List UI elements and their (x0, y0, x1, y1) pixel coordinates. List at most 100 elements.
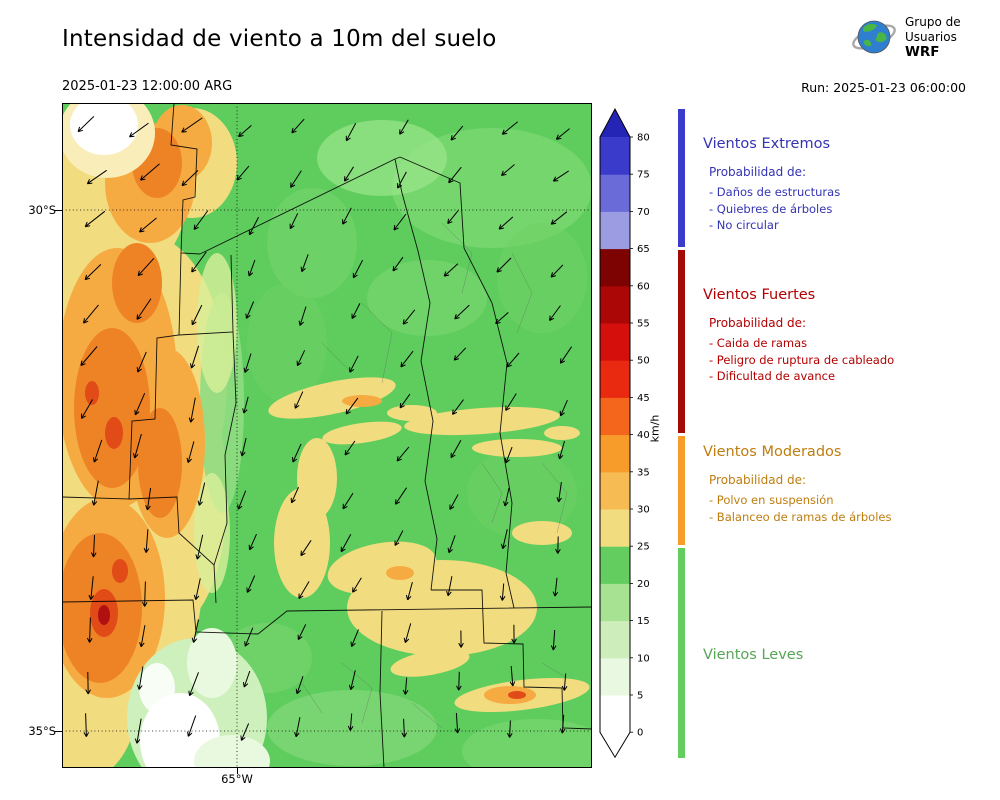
wind-arrow (240, 723, 250, 741)
wind-arrow (550, 211, 568, 225)
wind-arrow (400, 350, 414, 368)
legend-section-extremos: Vientos Extremos Probabilidad de: - Daño… (703, 136, 995, 234)
wind-arrow (393, 213, 407, 231)
logo-line-1: Grupo de (905, 14, 961, 29)
wind-arrow (197, 482, 206, 506)
colorbar-segment (600, 509, 630, 547)
colorbar-segment (600, 583, 630, 622)
wind-arrow (244, 627, 254, 647)
wind-arrow (342, 492, 354, 510)
wind-arrow (450, 125, 464, 141)
colorbar-segment (600, 434, 630, 473)
wind-arrow (345, 397, 359, 415)
colorbar-tick-label: 5 (637, 691, 643, 702)
wind-arrow (449, 494, 459, 510)
wind-arrow (501, 164, 515, 176)
wind-arrow (134, 718, 142, 744)
wind-arrow (141, 581, 148, 607)
wind-arrow (504, 446, 513, 464)
lat-label-30s: 30°S (28, 203, 56, 217)
wind-arrow (349, 355, 359, 373)
colorbar-unit-label: km/h (648, 414, 662, 443)
legend-section-moderados: Vientos Moderados Probabilidad de: - Pol… (703, 444, 995, 525)
wind-arrow (140, 163, 160, 181)
wrf-logo-text: Grupo de Usuarios WRF (905, 15, 961, 60)
axis-tick (55, 210, 62, 211)
wind-arrow (290, 486, 299, 504)
wind-map (37, 88, 612, 798)
wind-arrow (295, 676, 304, 695)
wind-arrow (188, 672, 199, 697)
wind-arrow (84, 210, 106, 228)
wind-arrow (248, 216, 260, 236)
wind-arrow (458, 630, 464, 648)
wind-arrow (193, 578, 201, 601)
legend-strip-segment (678, 547, 685, 759)
colorbar-tick-label: 45 (637, 393, 650, 404)
wind-arrow (91, 480, 99, 506)
wind-arrow (496, 257, 512, 273)
colorbar-canvas: 0 5 10 15 20 25 30 35 40 45 50 55 60 65 70 75 80 (599, 107, 650, 759)
wind-arrow (505, 393, 517, 411)
wind-arrow (240, 437, 247, 457)
colorbar-segment (600, 657, 630, 696)
lat-label-35s: 35°S (28, 724, 56, 738)
colorbar-tick-label: 30 (637, 505, 650, 516)
wind-arrow (500, 529, 508, 550)
wind-arrow (344, 440, 356, 456)
legend-item: - Quiebres de árboles (709, 201, 833, 216)
wind-arrow (552, 577, 559, 597)
wind-arrow (289, 213, 299, 230)
wind-arrow (555, 536, 561, 554)
wind-arrow (403, 623, 412, 643)
wind-arrow (181, 170, 199, 187)
wind-arrow (242, 670, 251, 688)
colorbar-tick-label: 75 (637, 170, 650, 181)
wind-arrow (187, 715, 197, 737)
wind-arrow (139, 217, 157, 233)
globe-icon (852, 20, 896, 54)
wind-arrow (443, 263, 459, 277)
wind-arrow (348, 670, 356, 691)
colorbar-segment (600, 285, 630, 324)
wind-arrow (86, 169, 107, 185)
wind-arrow (85, 671, 91, 695)
wind-arrow (552, 170, 569, 182)
wind-arrow (350, 629, 359, 647)
legend-item: - Balanceo de ramas de árboles (709, 509, 892, 524)
colorbar-under-arrow (600, 732, 630, 758)
wind-arrow (83, 713, 90, 737)
legend-item: - Polvo en suspensión (709, 493, 834, 507)
wind-arrow (92, 439, 103, 463)
wind-arrow (238, 125, 252, 138)
wind-arrow (399, 119, 409, 135)
colorbar-tick-label: 50 (637, 356, 650, 367)
wind-arrow (145, 488, 152, 511)
run-datetime: Run: 2025-01-23 06:00:00 (801, 80, 966, 95)
wind-arrow (402, 309, 416, 325)
colorbar-tick-label: 40 (637, 430, 650, 441)
colorbar-tick-label: 35 (637, 467, 650, 478)
wind-arrow (345, 122, 357, 142)
page-title: Intensidad de viento a 10m del suelo (62, 26, 497, 52)
wind-arrow (454, 304, 470, 320)
wind-arrow (136, 351, 147, 373)
wind-arrow (186, 441, 195, 463)
wind-arrow (193, 210, 209, 230)
wrf-logo: Grupo de Usuarios WRF (850, 13, 961, 61)
colorbar-segment (600, 397, 630, 436)
wind-arrow (290, 170, 302, 188)
wind-arrow (134, 393, 146, 416)
legend-item: - Daños de estructuras (709, 185, 841, 199)
colorbar-tick-label: 80 (637, 133, 650, 144)
wind-arrow (90, 534, 97, 558)
wind-arrow (506, 352, 520, 368)
wind-arrow (396, 446, 410, 462)
wind-arrow (559, 400, 568, 417)
wind-arrow (556, 482, 562, 503)
wind-arrow (495, 312, 509, 325)
wind-arrow (297, 624, 307, 641)
colorbar-tick-label: 25 (637, 542, 650, 553)
wind-arrow (559, 346, 573, 364)
wind-arrow (447, 210, 459, 225)
